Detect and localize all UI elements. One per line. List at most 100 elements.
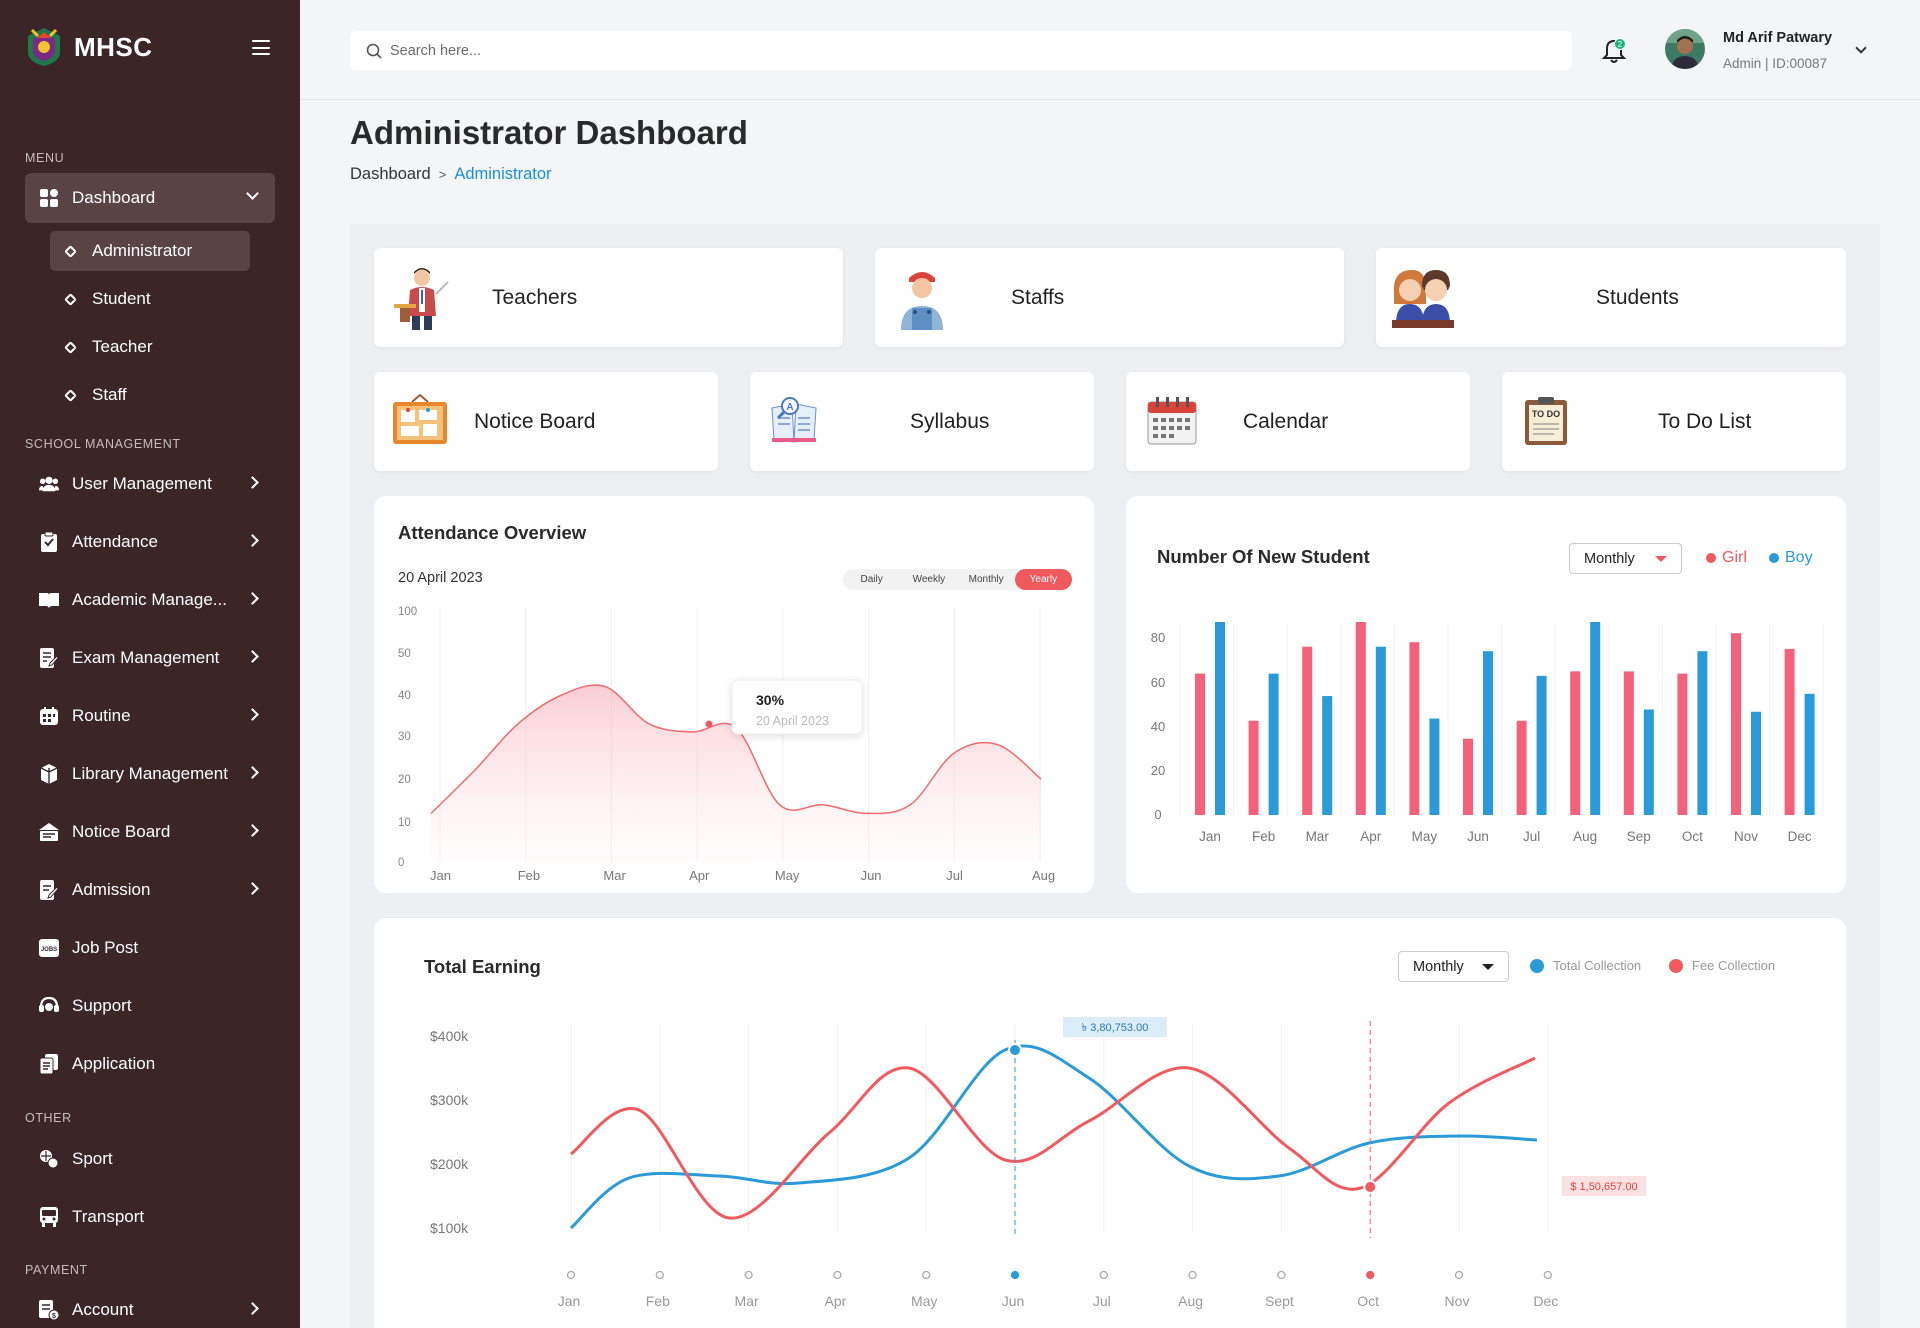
sidebar-sub-teacher[interactable]: Teacher: [50, 327, 250, 367]
exam-edit-icon: [39, 648, 59, 668]
attendance-date: 20 April 2023: [398, 570, 483, 586]
earning-panel: [374, 918, 1846, 1328]
card-teachers[interactable]: Teachers: [374, 248, 843, 347]
tooltip-date: 20 April 2023: [756, 714, 829, 728]
card-notice-board[interactable]: Notice Board: [374, 372, 718, 471]
bar-boy: [1375, 646, 1386, 815]
bar-girl: [1677, 673, 1688, 815]
caret-down-icon: [1482, 964, 1494, 970]
chevron-right-icon: [246, 766, 259, 779]
card-label: Notice Board: [474, 409, 596, 433]
sidebar-item-label: Transport: [72, 1207, 145, 1226]
x-tick-label: Oct: [1357, 1293, 1379, 1309]
sidebar-item-sport[interactable]: Sport: [25, 1134, 275, 1184]
x-point-marker[interactable]: [1543, 1270, 1552, 1280]
y-tick-label: 20: [398, 774, 411, 786]
jobs-icon: JOBS: [39, 938, 59, 958]
syllabus-icon: A: [771, 397, 817, 443]
sidebar-item-label: Routine: [72, 706, 131, 725]
card-staffs[interactable]: Staffs: [875, 248, 1344, 347]
tab-yearly[interactable]: Yearly: [1014, 569, 1072, 590]
sidebar-item-routine[interactable]: Routine: [25, 691, 275, 741]
form-edit-icon: [39, 880, 59, 900]
sidebar-sub-administrator[interactable]: Administrator: [50, 231, 250, 271]
tab-weekly[interactable]: Weekly: [912, 574, 946, 585]
clipboard-check-icon: [39, 532, 59, 552]
tab-monthly[interactable]: Monthly: [968, 574, 1004, 585]
sidebar-item-application[interactable]: Application: [25, 1039, 275, 1089]
x-point-marker[interactable]: [833, 1270, 842, 1280]
teacher-icon: [394, 268, 449, 330]
menu-toggle-icon[interactable]: [252, 40, 270, 55]
chevron-down-icon[interactable]: [1855, 42, 1867, 54]
x-tick-label: May: [1412, 829, 1438, 844]
x-point-marker[interactable]: [1277, 1270, 1286, 1280]
total-tooltip: ৳ 3,80,753.00: [1063, 1017, 1167, 1037]
bar-boy: [1751, 711, 1761, 815]
x-point-marker[interactable]: [1010, 1270, 1020, 1280]
card-calendar[interactable]: Calendar: [1126, 372, 1470, 471]
legend-dot: [1530, 958, 1544, 973]
x-tick-label: Aug: [1573, 829, 1597, 844]
sidebar-item-notice-board[interactable]: Notice Board: [25, 807, 275, 857]
sidebar-item-support[interactable]: Support: [25, 981, 275, 1031]
x-tick-label: Mar: [735, 1293, 759, 1309]
earning-chart: $100k $200k $300k $400k Jan Feb Mar Apr May Jun J…: [430, 1017, 1646, 1309]
x-point-marker[interactable]: [1188, 1270, 1197, 1280]
legend-fee-collection: Fee Collection: [1669, 958, 1775, 973]
x-tick-label: Dec: [1533, 1293, 1558, 1309]
x-point-marker[interactable]: [922, 1270, 931, 1280]
legend-dot: [1669, 958, 1683, 973]
brand[interactable]: MHSC: [24, 26, 153, 68]
sidebar-item-label: Account: [72, 1300, 134, 1319]
chevron-right-icon: [246, 708, 259, 721]
avatar[interactable]: [1665, 29, 1705, 69]
chevron-down-icon: [246, 187, 259, 200]
sidebar-item-admission[interactable]: Admission: [25, 865, 275, 915]
x-tick-label: Mar: [1306, 829, 1330, 844]
staff-icon: [901, 272, 943, 330]
bar-boy: [1429, 718, 1440, 815]
sidebar-sub-student[interactable]: Student: [50, 279, 250, 319]
x-point-marker[interactable]: [1099, 1270, 1108, 1280]
x-point-marker[interactable]: [1454, 1270, 1464, 1280]
sidebar-item-user-management[interactable]: User Management: [25, 459, 275, 509]
search-input[interactable]: [390, 42, 1490, 59]
tab-daily[interactable]: Daily: [860, 574, 883, 585]
bar-boy: [1215, 622, 1225, 815]
sidebar-item-attendance[interactable]: Attendance: [25, 517, 275, 567]
account-icon: $: [39, 1300, 59, 1320]
sidebar-item-academic-management[interactable]: Academic Manage...: [25, 575, 275, 625]
fee-point-highlight[interactable]: [1363, 1180, 1378, 1194]
sidebar-item-library-management[interactable]: Library Management: [25, 749, 275, 799]
x-tick-label: Aug: [1178, 1293, 1203, 1309]
sidebar-sub-staff[interactable]: Staff: [50, 375, 250, 415]
search-box[interactable]: [350, 31, 1572, 70]
sidebar-item-job-post[interactable]: JOBS Job Post: [25, 923, 275, 973]
user-role: Admin | ID:00087: [1723, 56, 1828, 71]
earning-period-select[interactable]: Monthly: [1398, 951, 1509, 982]
x-point-marker[interactable]: [744, 1270, 753, 1280]
card-syllabus[interactable]: A Syllabus: [750, 372, 1094, 471]
chevron-right-icon: [246, 824, 259, 837]
card-students[interactable]: Students: [1376, 248, 1846, 347]
sidebar-item-account[interactable]: $ Account: [25, 1285, 275, 1328]
svg-text:$: $: [52, 1313, 56, 1320]
total-point-highlight[interactable]: [1008, 1043, 1022, 1057]
page-title: Administrator Dashboard: [350, 114, 748, 151]
x-tick-label: Apr: [825, 1293, 847, 1309]
sidebar-item-transport[interactable]: Transport: [25, 1192, 275, 1242]
card-todo-list[interactable]: TO DO To Do List: [1502, 372, 1846, 471]
x-point-marker[interactable]: [655, 1270, 664, 1280]
legend-girl: Girl: [1706, 549, 1747, 567]
breadcrumb-home[interactable]: Dashboard: [350, 165, 431, 183]
x-point-marker[interactable]: [566, 1270, 576, 1280]
y-tick-label: 80: [1151, 630, 1165, 645]
x-point-marker[interactable]: [1366, 1270, 1375, 1280]
todo-clipboard-icon: TO DO: [1525, 397, 1567, 445]
fee-tooltip: $ 1,50,657.00: [1562, 1176, 1646, 1196]
attendance-tooltip: 30% 20 April 2023: [731, 679, 863, 735]
sidebar-item-dashboard[interactable]: Dashboard: [25, 173, 275, 223]
new-student-period-select[interactable]: Monthly: [1569, 543, 1682, 574]
sidebar-item-exam-management[interactable]: Exam Management: [25, 633, 275, 683]
